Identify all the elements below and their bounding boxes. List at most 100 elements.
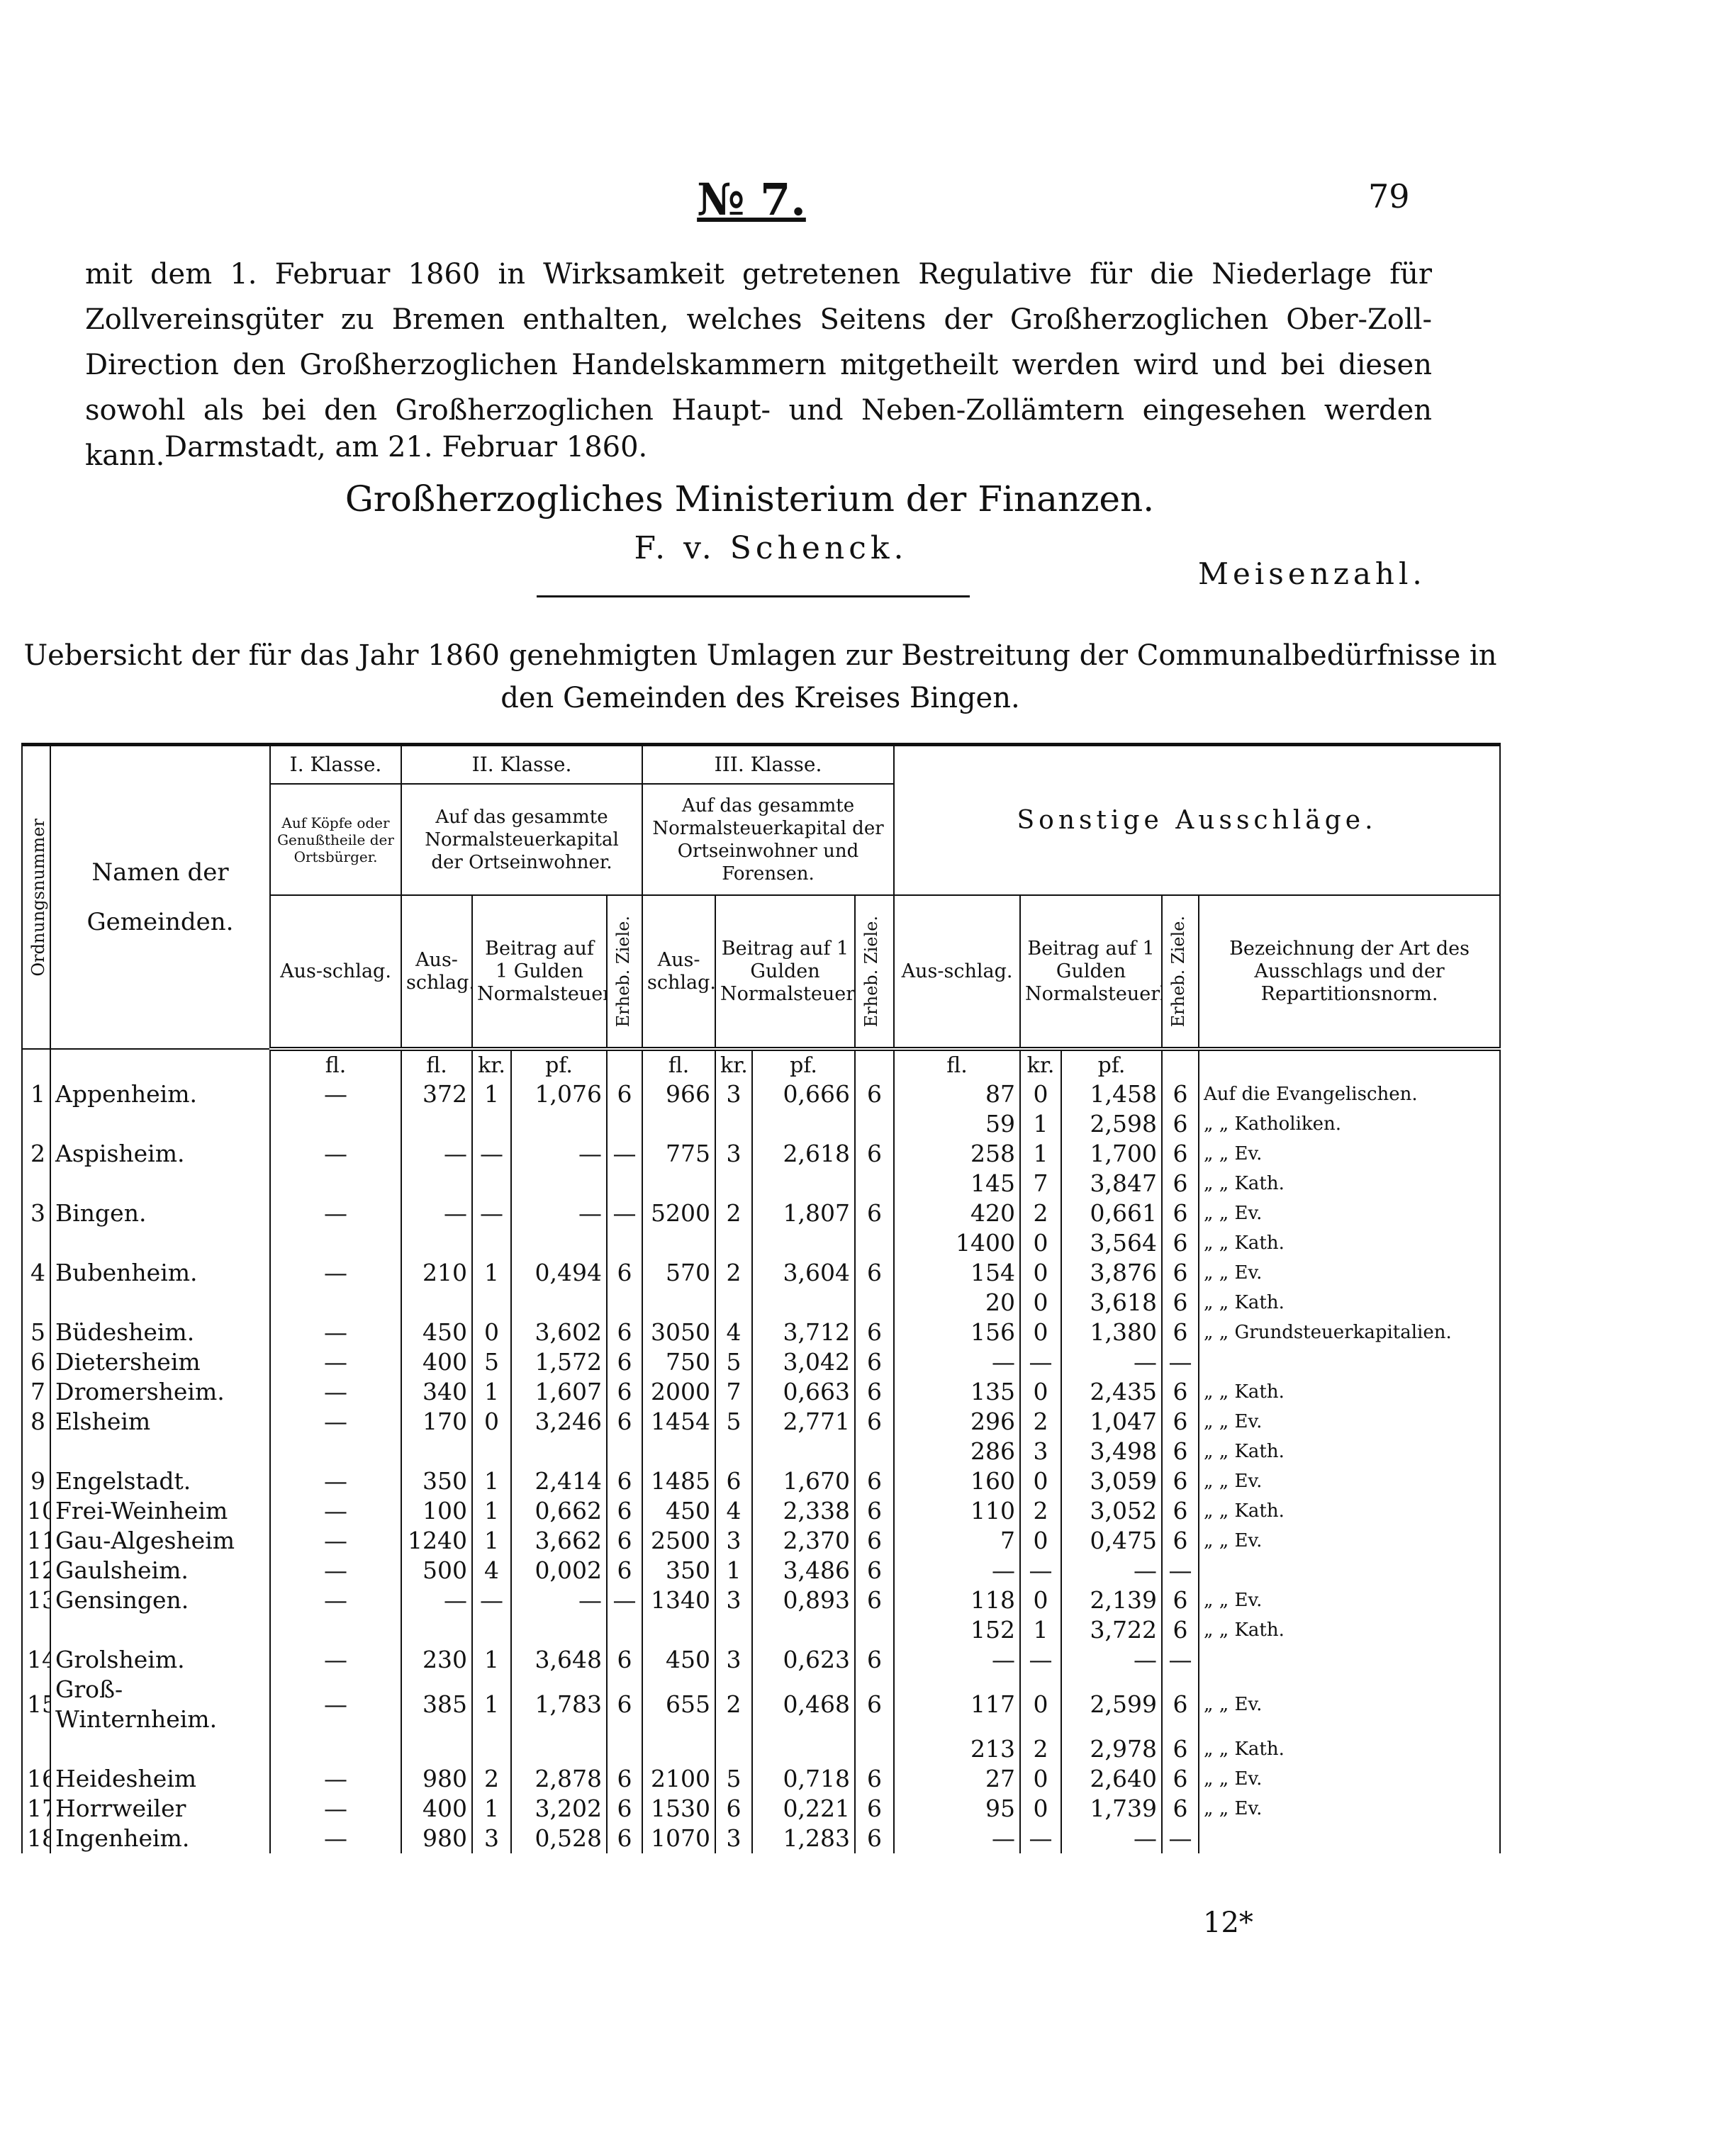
row-number: 18 [21,1824,51,1853]
class-3-value: 6 [854,1347,895,1377]
other-levy-value: 0 [1019,1079,1063,1109]
unit: pf. [751,1049,856,1079]
class-2-value: 372 [401,1079,473,1109]
table-row: 9 Engelstadt. —350 1 2,414 6 1485 6 1,670 6 160 0 3,… [21,1466,1501,1496]
other-levy-value: 6 [1161,1228,1200,1258]
other-levy-value: 6 [1161,1526,1200,1556]
empty-cell [715,1228,754,1258]
class-3-value: 6 [854,1407,895,1437]
row-number: 9 [21,1466,51,1496]
header-cell: Auf Köpfe oder Genußtheile der Ortsbürge… [269,783,402,896]
class-3-value: 0,221 [751,1794,856,1824]
class-3-value: 6 [854,1198,895,1228]
table-row: 3 Bingen. — — — — —5200 2 1,807 6 420 2 0,661 6 „ „ Ev… [21,1198,1501,1228]
other-levy-value: 6 [1161,1437,1200,1466]
levy-description: „ „ Ev. [1198,1585,1501,1615]
row-number: 3 [21,1198,51,1228]
class-3-value: 0,666 [751,1079,856,1109]
class-3-value: 6 [854,1645,895,1675]
levy-description: „ „ Kath. [1198,1377,1501,1407]
class-3-value: 6 [854,1794,895,1824]
class-3-value: 750 [642,1347,717,1377]
other-levy-value: — [893,1824,1022,1853]
municipality: Bingen. [50,1198,271,1228]
class-3-value: 450 [642,1645,717,1675]
issue-number: № 7. [697,174,806,225]
class-2-value: 1 [471,1377,512,1407]
class-3-value: 6 [854,1318,895,1347]
class-3-value: 3,712 [751,1318,856,1347]
municipality: Dietersheim [50,1347,271,1377]
empty-cell [642,1615,717,1645]
class-3-value: 5200 [642,1198,717,1228]
class-3-value: 3 [715,1585,754,1615]
other-levy-value: 6 [1161,1139,1200,1169]
class-3-value: 1 [715,1556,754,1585]
class-2-value: — [605,1585,644,1615]
empty-cell [1161,1049,1200,1079]
levy-description: „ „ Ev. [1198,1794,1501,1824]
empty-cell [642,1169,717,1198]
class-3-value: 6 [854,1377,895,1407]
municipality: Horrweiler [50,1794,271,1824]
other-levy-value: — [1161,1645,1200,1675]
empty-cell [854,1049,895,1079]
header-cell: Erheb. Ziele. [605,894,644,1051]
unit: kr. [471,1049,512,1079]
class-3-value: 3,042 [751,1347,856,1377]
header-cell: Auf das gesammte Normalsteuerkapital der… [400,783,644,896]
row-number: 5 [21,1318,51,1347]
header-cell: III. Klasse. [642,743,895,785]
other-levy-value: 6 [1161,1377,1200,1407]
other-levy-value: 2 [1019,1496,1063,1526]
empty-cell [605,1734,644,1764]
row-number: 6 [21,1347,51,1377]
class-2-value: 1 [471,1794,512,1824]
class-3-value: 6 [854,1675,895,1734]
other-levy-value: 110 [893,1496,1022,1526]
class-3-value: 2,771 [751,1407,856,1437]
other-levy-value: 2 [1019,1198,1063,1228]
class-3-value: 1530 [642,1794,717,1824]
empty-cell [854,1734,895,1764]
empty-cell [751,1288,856,1318]
class-2-value: 1,607 [510,1377,608,1407]
class-2-value: 3,246 [510,1407,608,1437]
class-2-value: 0,494 [510,1258,608,1288]
other-levy-value: 154 [893,1258,1022,1288]
other-levy-value: 0 [1019,1258,1063,1288]
other-levy-value: — [1061,1556,1163,1585]
other-levy-value: 0 [1019,1526,1063,1556]
class-2-value: — [401,1585,473,1615]
unit: fl. [642,1049,717,1079]
other-levy-value: 1,739 [1061,1794,1163,1824]
other-levy-value: 145 [893,1169,1022,1198]
class-2-value: 170 [401,1407,473,1437]
class-2-value: 1 [471,1675,512,1734]
row-number: 10 [21,1496,51,1526]
class-1-levy: — [269,1318,402,1347]
row-number: 12 [21,1556,51,1585]
other-levy-value: 0 [1019,1466,1063,1496]
empty-cell [50,1228,271,1258]
other-levy-value: 95 [893,1794,1022,1824]
empty-cell [642,1437,717,1466]
class-2-value: 6 [605,1079,644,1109]
other-levy-value: — [1019,1645,1063,1675]
class-1-levy: — [269,1407,402,1437]
empty-cell [471,1228,512,1258]
levy-description: „ „ Kath. [1198,1615,1501,1645]
class-2-value: 2 [471,1764,512,1794]
municipality: Gau-Algesheim [50,1526,271,1556]
municipality: Aspisheim. [50,1139,271,1169]
class-2-value: 6 [605,1318,644,1347]
other-levy-value: — [1161,1556,1200,1585]
empty-cell [21,1169,51,1198]
class-1-levy: — [269,1824,402,1853]
class-2-value: 3,202 [510,1794,608,1824]
levy-description: „ „ Grundsteuerkapitalien. [1198,1318,1501,1347]
municipality: Dromersheim. [50,1377,271,1407]
table-row: 6 Dietersheim —400 5 1,572 6 750 5 3,042 6— — — — [21,1347,1501,1377]
header-text: Erheb. Ziele. [1168,915,1189,1028]
empty-cell [401,1437,473,1466]
